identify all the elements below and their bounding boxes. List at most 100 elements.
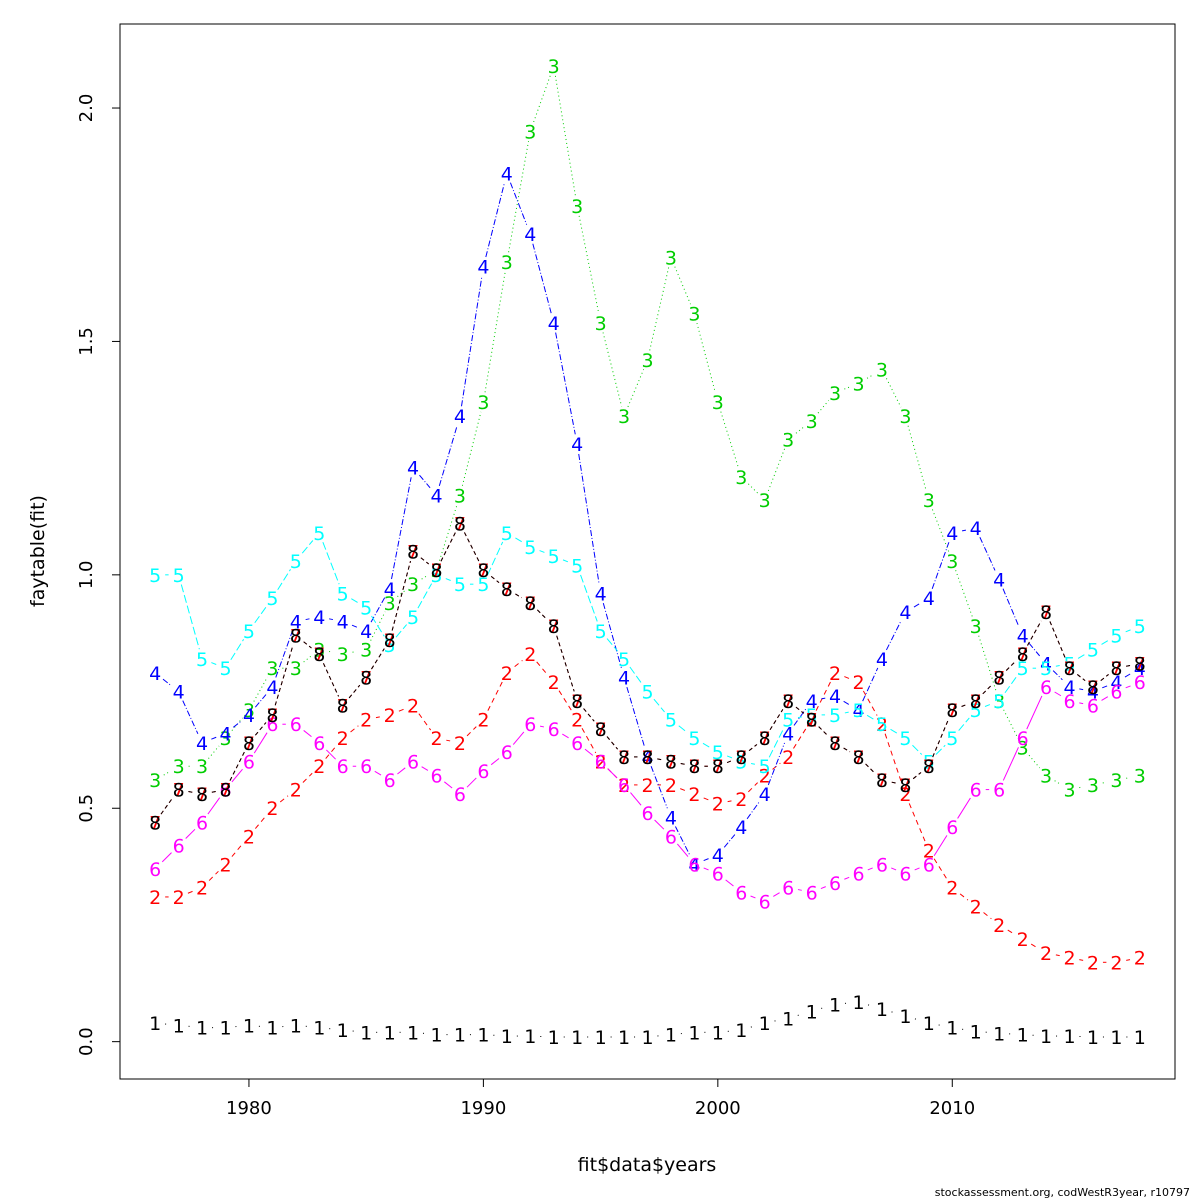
series-5-segment	[768, 728, 785, 758]
series-7-point: 7	[1134, 654, 1146, 676]
series-3-point: 3	[1087, 775, 1099, 797]
series-6-segment	[490, 758, 500, 766]
series-4-point: 4	[1040, 654, 1052, 676]
series-8-point: 8	[477, 560, 489, 582]
series-5-segment	[866, 714, 874, 720]
series-5-segment	[230, 639, 245, 660]
series-4-segment	[862, 667, 879, 702]
series-7-point: 7	[970, 691, 982, 713]
series-1-segment	[938, 1024, 943, 1027]
series-3-segment	[844, 386, 850, 390]
series-5-segment	[912, 744, 923, 755]
series-3-segment	[163, 770, 171, 776]
series-4-segment	[793, 708, 807, 726]
series-1-point: 1	[524, 1026, 536, 1048]
series-8-point: 8	[688, 756, 700, 778]
series-8-segment	[1027, 620, 1042, 646]
series-4-point: 4	[196, 733, 208, 755]
series-8-segment	[160, 797, 174, 815]
series-6-point: 6	[407, 752, 419, 774]
series-4-segment	[1124, 672, 1132, 678]
series-2-point: 2	[477, 710, 489, 732]
x-tick-label: 1980	[226, 1098, 272, 1119]
series-5-segment	[395, 624, 408, 638]
series-4-point: 4	[618, 668, 630, 690]
series-8-point: 8	[946, 700, 958, 722]
series-8-point: 8	[641, 747, 653, 769]
series-4-point: 4	[970, 518, 982, 540]
series-6-point: 6	[571, 733, 583, 755]
series-5-point: 5	[384, 635, 396, 657]
series-6-point: 6	[1040, 677, 1052, 699]
series-4-segment	[532, 243, 552, 314]
series-2-point: 2	[712, 794, 724, 816]
series-5-point: 5	[1040, 658, 1052, 680]
series-2-segment	[983, 912, 992, 920]
series-7-point: 7	[899, 775, 911, 797]
series-4-point: 4	[501, 163, 513, 185]
series-7-point: 7	[266, 705, 278, 727]
series-6-point: 6	[313, 733, 325, 755]
series-6-point: 6	[266, 714, 278, 736]
series-7-point: 7	[759, 728, 771, 750]
series-7-point: 7	[173, 780, 185, 802]
series-5-point: 5	[595, 621, 607, 643]
series-1-point: 1	[782, 1008, 794, 1030]
series-7-point: 7	[618, 747, 630, 769]
series-2-point: 2	[806, 710, 818, 732]
series-8-segment	[515, 593, 522, 599]
series-3-segment	[817, 400, 830, 414]
series-4-point: 4	[688, 854, 700, 876]
series-6-point: 6	[1063, 691, 1075, 713]
series-6-segment	[161, 852, 172, 863]
series-2-segment	[1126, 959, 1131, 961]
series-6-point: 6	[852, 864, 864, 886]
series-4-point: 4	[173, 682, 185, 704]
series-2-point: 2	[993, 915, 1005, 937]
series-4-point: 4	[524, 224, 536, 246]
series-1-point: 1	[1134, 1027, 1146, 1049]
series-7-point: 7	[290, 626, 302, 648]
series-7-point: 7	[524, 593, 536, 615]
series-8-segment	[657, 758, 662, 761]
series-6-point: 6	[970, 780, 982, 802]
series-1-point: 1	[806, 1001, 818, 1023]
series-5-point: 5	[899, 728, 911, 750]
series-7-point: 7	[454, 513, 466, 535]
series-2-segment	[703, 797, 709, 801]
series-1-point: 1	[595, 1027, 607, 1049]
series-3-point: 3	[618, 406, 630, 428]
series-1-point: 1	[688, 1022, 700, 1044]
plot-frame	[119, 23, 1176, 1080]
series-1-point: 1	[829, 994, 841, 1016]
series-8-point: 8	[266, 705, 278, 727]
series-6-point: 6	[454, 784, 466, 806]
series-6-segment	[725, 879, 734, 887]
series-4-point: 4	[360, 621, 372, 643]
series-3-point: 3	[173, 756, 185, 778]
series-2-segment	[514, 660, 523, 668]
series-4-segment	[674, 826, 691, 856]
series-7-point: 7	[876, 770, 888, 792]
series-4-point: 4	[407, 457, 419, 479]
series-4-segment	[746, 802, 760, 820]
series-5-point: 5	[923, 752, 935, 774]
series-7-point: 7	[735, 747, 747, 769]
series-2-point: 2	[243, 826, 255, 848]
series-5-point: 5	[852, 700, 864, 722]
series-5-segment	[1101, 640, 1109, 645]
series-2-segment	[793, 727, 807, 749]
series-1-point: 1	[149, 1013, 161, 1035]
series-7-point: 7	[548, 616, 560, 638]
y-tick-label: 1.5	[76, 327, 97, 356]
series-5-point: 5	[735, 752, 747, 774]
series-1-point: 1	[1063, 1026, 1075, 1048]
series-8-segment	[420, 557, 429, 565]
series-1-point: 1	[454, 1025, 466, 1047]
series-4-point: 4	[430, 485, 442, 507]
series-8-segment	[371, 648, 385, 670]
series-5-segment	[445, 578, 451, 581]
series-1-segment	[914, 1018, 920, 1021]
series-2-point: 2	[618, 775, 630, 797]
